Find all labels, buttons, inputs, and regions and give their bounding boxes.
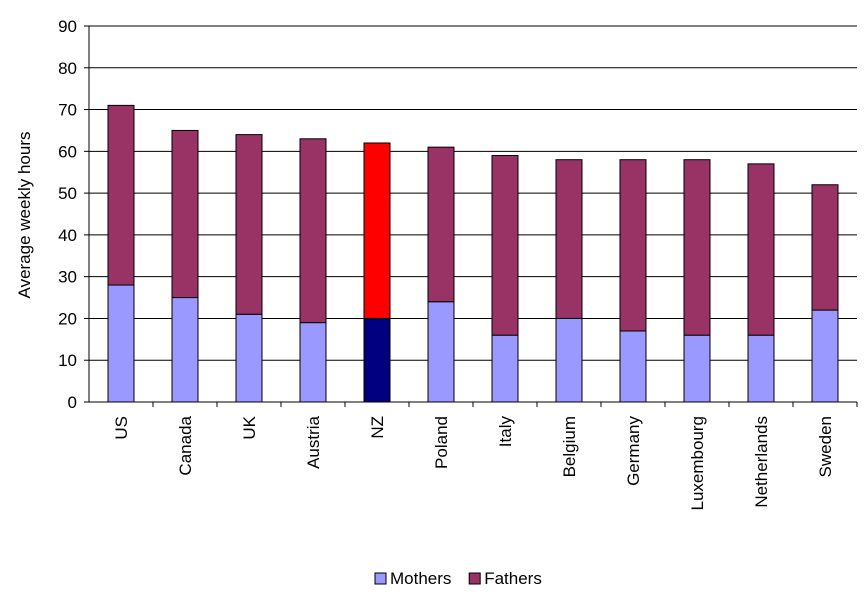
x-label-us: US (112, 416, 131, 440)
bar-fathers-belgium (555, 159, 583, 319)
x-label-netherlands: Netherlands (752, 416, 771, 508)
x-category-labels: US Canada UK Austria NZ Poland Italy Belgium Ger… (112, 415, 835, 510)
bar-mothers-us (107, 284, 135, 403)
bar-mothers-uk (235, 313, 263, 403)
y-tick-label-90: 90 (58, 17, 77, 36)
y-tick-label-40: 40 (58, 226, 77, 245)
x-label-canada: Canada (176, 415, 195, 475)
bar-fathers-luxembourg (683, 159, 711, 336)
legend-swatch-fathers (468, 572, 481, 585)
bar-fathers-nz (363, 142, 391, 319)
x-label-luxembourg: Luxembourg (688, 416, 707, 511)
y-tick-label-20: 20 (58, 309, 77, 328)
y-tick-label-0: 0 (68, 393, 77, 412)
bar-fathers-uk (235, 134, 263, 315)
bar-fathers-canada (171, 129, 199, 299)
bar-fathers-poland (427, 146, 455, 303)
axes (84, 25, 858, 407)
bar-mothers-nz (363, 317, 391, 403)
y-tick-label-50: 50 (58, 184, 77, 203)
bars (107, 104, 839, 403)
x-label-germany: Germany (624, 416, 643, 486)
bar-fathers-italy (491, 155, 519, 336)
bar-mothers-sweden (811, 309, 839, 403)
x-label-belgium: Belgium (560, 416, 579, 477)
bar-mothers-poland (427, 301, 455, 403)
y-tick-label-60: 60 (58, 142, 77, 161)
legend-label-fathers: Fathers (484, 569, 542, 588)
bar-mothers-italy (491, 334, 519, 403)
bar-mothers-netherlands (747, 334, 775, 403)
legend: Mothers Fathers (374, 569, 542, 588)
x-label-italy: Italy (496, 416, 515, 448)
x-label-austria: Austria (304, 415, 323, 468)
y-tick-label-70: 70 (58, 101, 77, 120)
bar-fathers-germany (619, 159, 647, 332)
bar-fathers-austria (299, 138, 327, 324)
bar-mothers-canada (171, 297, 199, 403)
y-tick-label-10: 10 (58, 351, 77, 370)
x-label-poland: Poland (432, 416, 451, 469)
bar-fathers-sweden (811, 184, 839, 311)
x-label-sweden: Sweden (816, 416, 835, 477)
y-tick-label-80: 80 (58, 59, 77, 78)
legend-label-mothers: Mothers (390, 569, 451, 588)
bar-fathers-us (107, 104, 135, 286)
bar-mothers-germany (619, 330, 647, 403)
x-label-uk: UK (240, 415, 259, 439)
bar-mothers-belgium (555, 317, 583, 403)
x-label-nz: NZ (368, 416, 387, 439)
bar-mothers-austria (299, 322, 327, 403)
y-axis-title: Average weekly hours (15, 132, 34, 299)
gridlines (89, 25, 857, 361)
y-tick-label-30: 30 (58, 268, 77, 287)
bar-mothers-luxembourg (683, 334, 711, 403)
legend-swatch-mothers (374, 572, 387, 585)
bar-fathers-netherlands (747, 163, 775, 336)
y-tick-labels: 0 10 20 30 40 50 60 70 80 90 (58, 17, 77, 412)
